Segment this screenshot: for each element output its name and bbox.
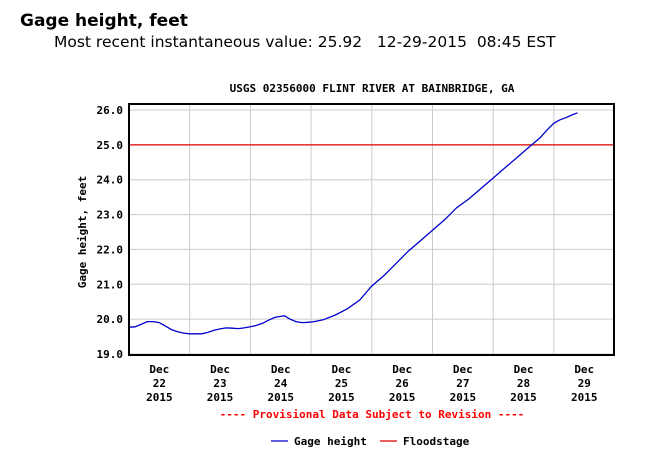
x-tick-label: 26 [396,377,410,390]
legend-floodstage-label: Floodstage [403,435,470,448]
x-tick-label: 2015 [207,391,234,404]
x-tick-label: 2015 [450,391,477,404]
x-tick-label: 23 [213,377,226,390]
y-tick-label: 23.0 [97,209,124,222]
x-tick-label: 2015 [389,391,416,404]
y-tick-label: 20.0 [97,313,124,326]
x-tick-label: 24 [274,377,288,390]
y-tick-label: 21.0 [97,278,124,291]
x-tick-label: 29 [578,377,591,390]
provisional-notice: ---- Provisional Data Subject to Revisio… [220,408,525,421]
x-tick-labels: Dec222015Dec232015Dec242015Dec252015Dec2… [146,363,597,404]
y-tick-label: 24.0 [97,174,124,187]
x-tick-label: 25 [335,377,348,390]
x-tick-label: Dec [271,363,291,376]
x-tick-label: Dec [574,363,594,376]
y-tick-label: 26.0 [97,104,124,117]
y-tick-labels: 19.0 20.0 21.0 22.0 23.0 24.0 25.0 26.0 [97,104,124,361]
grid-lines [129,104,614,355]
y-tick-label: 25.0 [97,139,124,152]
latest-value-text: Most recent instantaneous value: 25.92 1… [54,33,556,51]
x-tick-label: 2015 [146,391,173,404]
x-tick-label: 28 [517,377,530,390]
x-tick-label: Dec [332,363,352,376]
x-tick-label: 2015 [571,391,598,404]
x-tick-label: 2015 [510,391,537,404]
y-tick-label: 19.0 [97,348,124,361]
chart-title: USGS 02356000 FLINT RIVER AT BAINBRIDGE,… [230,82,515,95]
legend: Gage height Floodstage [271,435,470,448]
x-tick-label: 2015 [328,391,355,404]
x-tick-label: Dec [514,363,534,376]
y-tick-label: 22.0 [97,243,124,256]
x-tick-label: Dec [210,363,230,376]
page-title: Gage height, feet [20,11,188,31]
plot-frame [128,103,615,356]
legend-gage-height-label: Gage height [294,435,367,448]
x-tick-label: 22 [153,377,166,390]
gage-height-series-line [128,112,578,335]
x-tick-label: Dec [392,363,412,376]
x-tick-label: 2015 [268,391,295,404]
x-tick-label: Dec [453,363,473,376]
x-tick-label: 27 [456,377,469,390]
y-axis-label: Gage height, feet [76,176,89,289]
x-tick-label: Dec [149,363,169,376]
